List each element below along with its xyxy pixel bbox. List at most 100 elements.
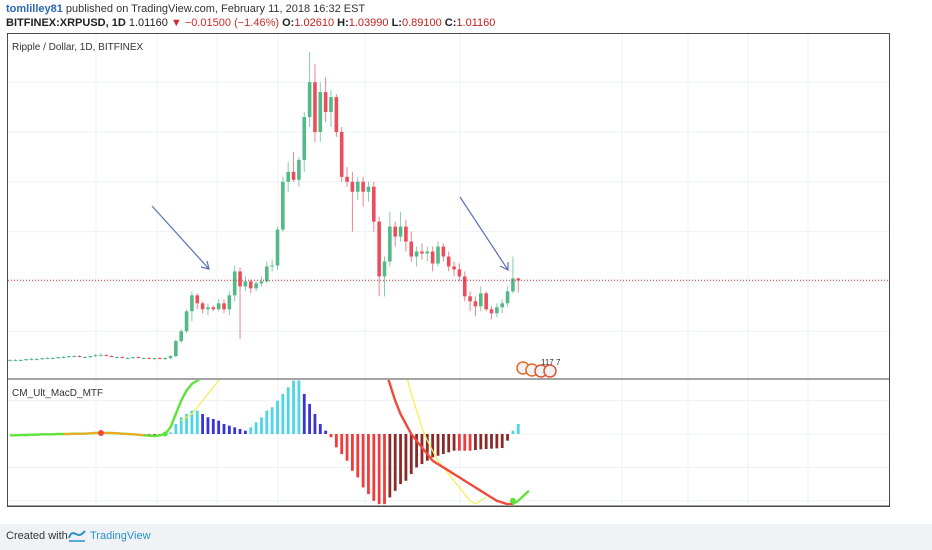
- histogram-bar: [511, 430, 515, 434]
- low-label: L:: [391, 17, 402, 29]
- trend-arrows[interactable]: [151, 196, 509, 271]
- open-value: 1.02610: [294, 17, 335, 29]
- candle-body: [195, 295, 200, 304]
- publish-line: tomlilley81 published on TradingView.com…: [6, 3, 365, 15]
- histogram-bar: [399, 434, 402, 485]
- candle-body: [61, 357, 66, 359]
- candle-body: [270, 265, 274, 267]
- candle-body: [516, 278, 521, 281]
- candle-body: [72, 356, 76, 358]
- histogram-bar: [281, 393, 285, 434]
- candle-body: [393, 226, 397, 237]
- histogram-bar: [185, 413, 188, 434]
- histogram-bar: [329, 434, 333, 438]
- histogram-bar: [190, 410, 194, 434]
- histogram-bar: [254, 422, 258, 434]
- arrow-annotation-1[interactable]: [151, 205, 210, 270]
- candle-body: [125, 358, 130, 360]
- candle-body: [500, 303, 504, 308]
- histogram-bar: [351, 434, 354, 471]
- candle-body: [141, 358, 146, 360]
- chart-container[interactable]: 1.01160 117 7 0.500001.000001.500002.000…: [7, 33, 932, 518]
- candle-body: [179, 331, 183, 342]
- chart-canvas[interactable]: 1.01160 117 7 0.500001.000001.500002.000…: [8, 34, 932, 518]
- histogram-bar: [313, 413, 317, 434]
- author-link[interactable]: tomlilley81: [6, 3, 63, 15]
- candle-body: [200, 303, 205, 310]
- histogram-bar: [302, 393, 306, 434]
- candle-body: [420, 251, 424, 254]
- histogram-bar: [452, 434, 456, 451]
- histogram-bar: [458, 434, 461, 451]
- histogram-bar: [506, 434, 509, 441]
- symbol-label: BITFINEX:XRPUSD, 1D: [6, 17, 126, 29]
- candle-body: [372, 186, 376, 222]
- close-value: 1.01160: [456, 17, 496, 29]
- chart-header: tomlilley81 published on TradingView.com…: [0, 0, 932, 32]
- histogram-bar: [169, 432, 172, 434]
- candle-body: [168, 356, 173, 359]
- open-label: O:: [282, 17, 295, 29]
- candle-body: [409, 241, 414, 257]
- candle-body: [307, 82, 312, 118]
- candle-body: [329, 97, 333, 113]
- candle-body: [51, 358, 55, 360]
- candle-body: [350, 181, 355, 192]
- histogram-bar: [425, 434, 429, 461]
- candle-body: [302, 117, 307, 160]
- tradingview-brand[interactable]: TradingView: [90, 530, 151, 542]
- candle-body: [462, 276, 467, 297]
- histogram-bar: [227, 425, 231, 434]
- candle-body: [174, 341, 178, 357]
- candle-body: [206, 307, 210, 310]
- candle-body: [211, 307, 216, 310]
- candle-body: [104, 355, 109, 357]
- histogram-bar: [201, 413, 204, 434]
- last-price-line: 1.01160: [8, 273, 932, 288]
- histogram-bar: [292, 380, 295, 434]
- histogram-bar: [286, 387, 290, 434]
- macd-line: [387, 380, 513, 505]
- candle-body: [109, 356, 114, 358]
- candle-body: [13, 360, 18, 362]
- candle-body: [259, 281, 264, 284]
- histogram-bar: [388, 434, 392, 498]
- cross-dot: [509, 497, 516, 504]
- macd-oscillator: [10, 380, 530, 505]
- histogram-bar: [436, 434, 440, 456]
- candle-body: [232, 271, 237, 296]
- histogram-bar: [431, 434, 435, 458]
- high-value: 1.03990: [348, 17, 389, 29]
- candle-body: [388, 226, 392, 262]
- badge-label: 117 7: [541, 358, 561, 367]
- candle-body: [404, 226, 408, 242]
- histogram-bar: [297, 380, 301, 434]
- event-badge[interactable]: 117 7: [516, 358, 561, 378]
- histogram-bar: [441, 434, 445, 455]
- candle-body: [334, 97, 339, 132]
- candle-body: [147, 358, 151, 360]
- candle-body: [45, 358, 50, 360]
- candle-body: [238, 271, 242, 287]
- histogram-bar: [249, 427, 253, 434]
- histogram-bar: [244, 430, 247, 434]
- candle-body: [24, 359, 28, 361]
- histogram-bar: [206, 417, 210, 434]
- axis-labels: 0.500001.000001.500002.000002.500003.000…: [91, 77, 928, 518]
- candle-body: [425, 251, 430, 254]
- histogram-bar: [308, 403, 311, 434]
- arrow-annotation-2[interactable]: [459, 196, 509, 271]
- candle-body: [227, 295, 232, 310]
- histogram-bar: [217, 420, 221, 434]
- created-with-text: Created with: [6, 530, 68, 542]
- candle-body: [511, 278, 515, 292]
- candle-body: [265, 266, 269, 282]
- tradingview-logo-icon[interactable]: [68, 528, 86, 542]
- histogram-bar: [222, 423, 226, 434]
- histogram-bar: [463, 434, 467, 451]
- histogram-bar: [334, 434, 338, 448]
- histogram-bar: [195, 410, 199, 434]
- candle-body: [318, 92, 323, 132]
- candle-body: [152, 358, 157, 360]
- candle-body: [361, 181, 365, 192]
